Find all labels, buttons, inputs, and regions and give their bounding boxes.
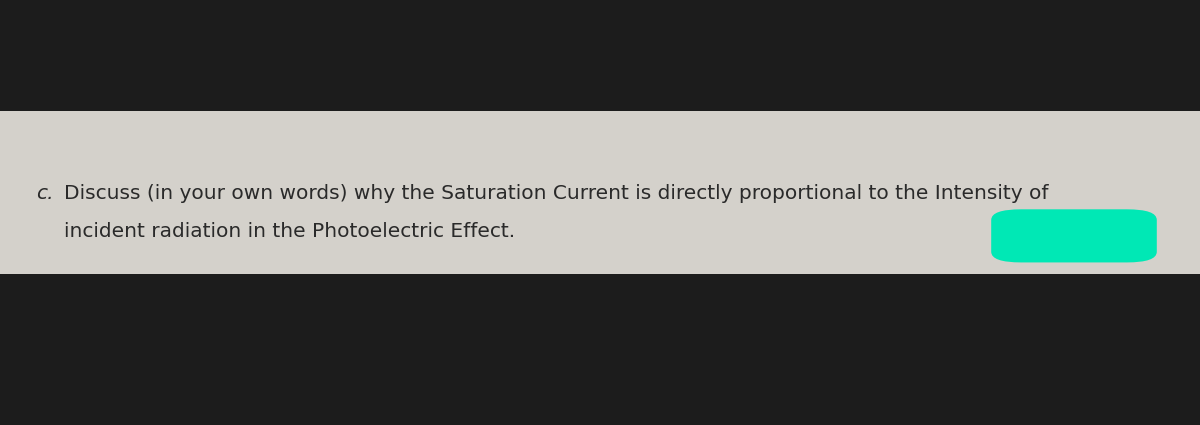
Text: c.: c. <box>36 184 54 203</box>
Text: Discuss (in your own words) why the Saturation Current is directly proportional : Discuss (in your own words) why the Satu… <box>64 184 1048 203</box>
FancyBboxPatch shape <box>0 110 1200 274</box>
Text: incident radiation in the Photoelectric Effect.: incident radiation in the Photoelectric … <box>64 222 515 241</box>
FancyBboxPatch shape <box>991 209 1157 263</box>
